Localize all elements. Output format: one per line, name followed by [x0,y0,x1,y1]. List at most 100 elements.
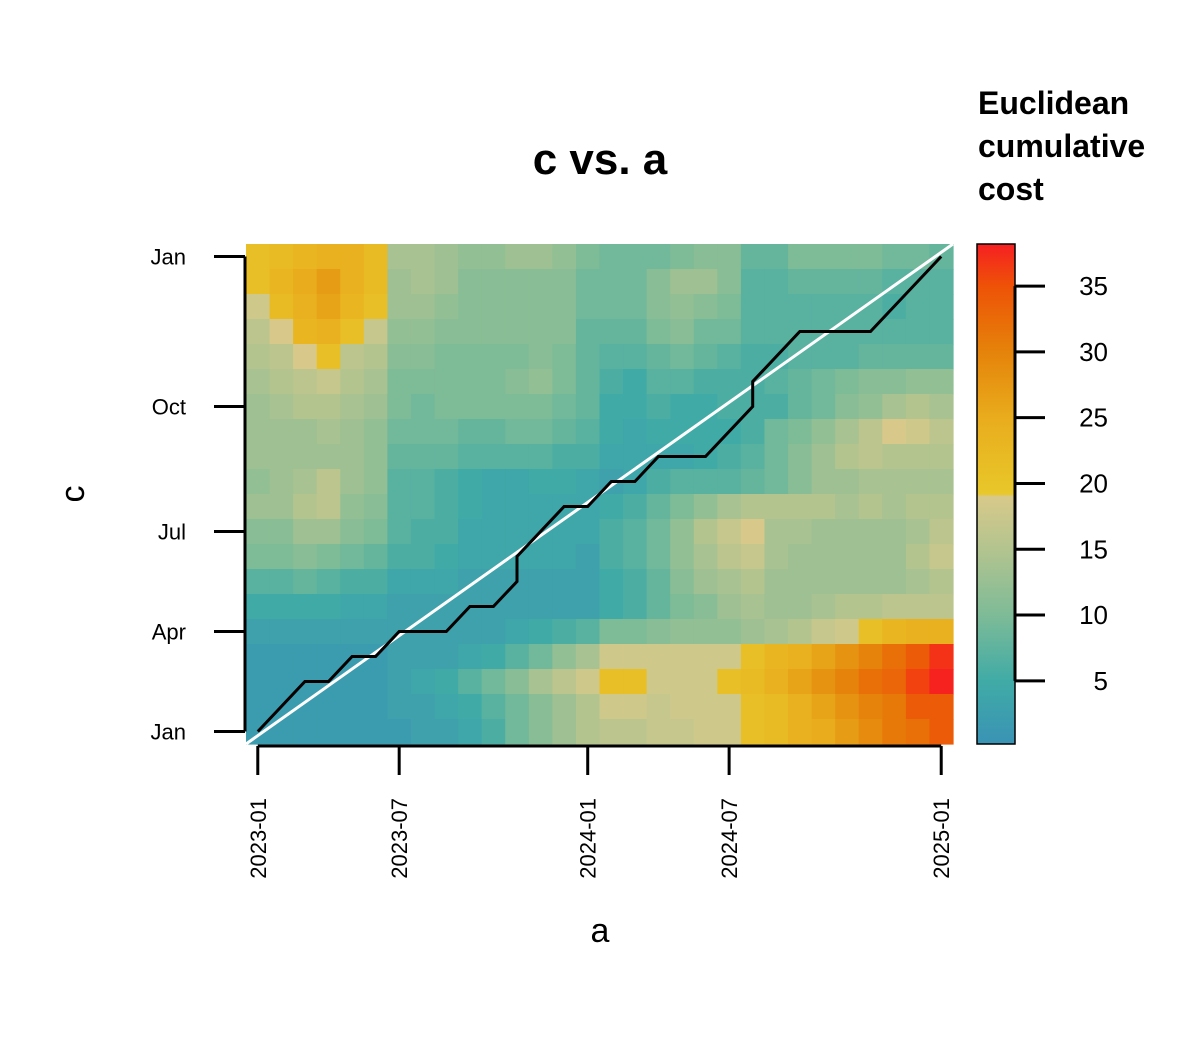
heatmap-cell [811,244,836,270]
heatmap-cell [740,594,766,620]
heatmap-cell [905,719,931,745]
heatmap-cell [528,569,553,595]
x-axis: 2023-01 2023-07 2024-01 2024-07 2025-01 [246,744,954,879]
heatmap-cell [670,494,695,520]
heatmap-cell [505,469,530,495]
heatmap-cell [552,569,577,595]
heatmap-cell [929,694,954,720]
heatmap-cell [740,294,766,320]
y-axis: Jan Apr Jul Oct Jan [151,245,247,745]
heatmap-cell [623,669,648,695]
heatmap-cell [646,469,671,495]
legend-tick-label: 20 [1079,468,1108,498]
heatmap-cell [693,719,718,745]
heatmap-cell [387,694,412,720]
heatmap-cell [528,619,553,645]
heatmap-cell [646,569,671,595]
heatmap-cell [717,244,742,270]
heatmap-cell [387,469,412,495]
heatmap-cell [552,519,577,545]
heatmap-cell [882,544,907,570]
heatmap-cell [764,544,789,570]
heatmap-cell [764,519,789,545]
heatmap-cell [387,519,412,545]
heatmap-cell [340,419,365,445]
heatmap-cell [434,544,459,570]
heatmap-cell [481,719,506,745]
heatmap-cell [387,719,412,745]
heatmap-cell [575,544,601,570]
heatmap-cell [481,519,506,545]
heatmap-cell [434,444,459,470]
heatmap-cell [764,244,789,270]
heatmap-cell [316,444,341,470]
heatmap-cell [858,644,883,670]
heatmap-cell [670,594,695,620]
heatmap-cell [646,719,671,745]
heatmap-cell [929,569,954,595]
y-tick-label: Oct [152,395,186,420]
heatmap-cell [575,569,601,595]
warping-path [256,255,943,733]
heatmap-cell [340,594,365,620]
heatmap-cell [740,644,766,670]
heatmap-cell [575,294,601,320]
heatmap-cell [811,394,836,420]
heatmap-cell [858,494,883,520]
heatmap-cell [505,494,530,520]
heatmap-cell [717,694,742,720]
heatmap-cell [316,519,341,545]
heatmap-cell [693,294,718,320]
heatmap-cell [882,719,907,745]
heatmap-cell [811,444,836,470]
heatmap-cell [387,444,412,470]
heatmap-cell [458,719,483,745]
heatmap-cell [458,644,483,670]
heatmap-cell [316,594,341,620]
heatmap-cell [623,569,648,595]
heatmap-cell [929,444,954,470]
heatmap-cell [481,394,506,420]
heatmap-cell [623,494,648,520]
heatmap-cell [293,719,318,745]
heatmap-cell [528,269,553,295]
heatmap-cell [363,519,388,545]
heatmap-cell [340,669,365,695]
heatmap-cell [740,619,766,645]
heatmap-cell [505,669,530,695]
legend-tick-label: 15 [1079,534,1108,564]
heatmap-cell [623,644,648,670]
heatmap-cell [740,269,766,295]
heatmap-cell [293,469,318,495]
heatmap-cell [434,494,459,520]
heatmap-cell [764,444,789,470]
heatmap-cell [410,444,436,470]
heatmap-cell [363,419,388,445]
heatmap-cell [623,694,648,720]
heatmap-cell [387,494,412,520]
heatmap-cell [811,569,836,595]
heatmap-cell [387,294,412,320]
heatmap-cell [646,269,671,295]
heatmap-cell [293,319,318,345]
heatmap-cell [929,594,954,620]
heatmap-cell [246,394,271,420]
heatmap-cell [764,669,789,695]
heatmap-cell [811,644,836,670]
heatmap-cell [599,294,624,320]
heatmap-cell [835,369,860,395]
heatmap-cell [410,269,436,295]
heatmap-cell [717,469,742,495]
heatmap-cell [552,594,577,620]
heatmap-cell [929,669,954,695]
heatmap-cell [528,319,553,345]
heatmap-cell [481,694,506,720]
heatmap-cell [316,494,341,520]
heatmap-cell [788,294,813,320]
heatmap-cell [316,569,341,595]
heatmap-cell [481,369,506,395]
heatmap-cell [646,544,671,570]
heatmap-cell [340,494,365,520]
heatmap-cell [740,519,766,545]
heatmap-cell [764,494,789,520]
